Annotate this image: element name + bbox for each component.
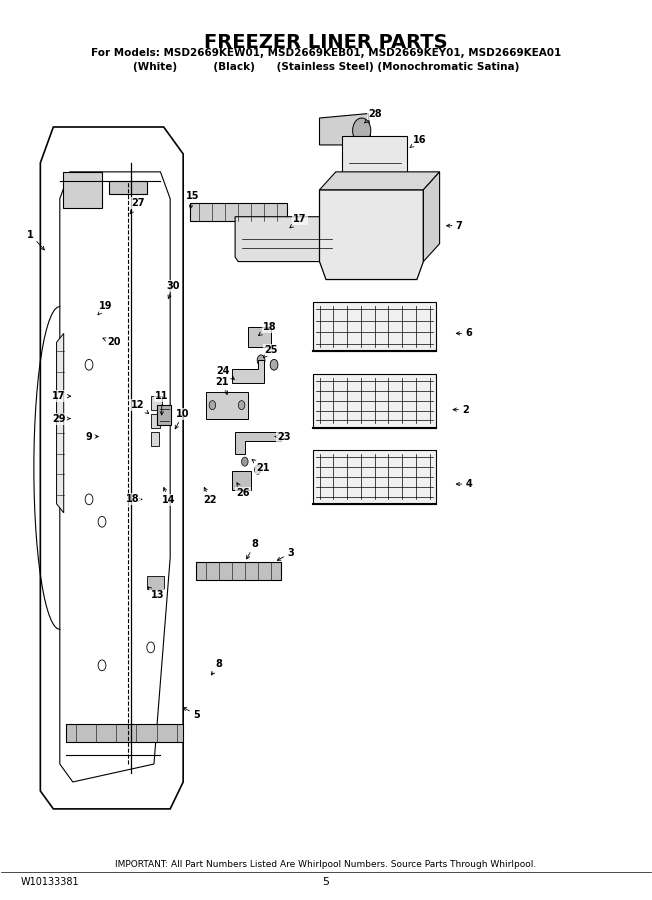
- Text: 26: 26: [236, 482, 250, 498]
- Circle shape: [353, 118, 371, 143]
- Text: W10133381: W10133381: [21, 878, 80, 887]
- Polygon shape: [206, 392, 248, 418]
- Polygon shape: [235, 432, 280, 454]
- FancyBboxPatch shape: [151, 432, 158, 446]
- Circle shape: [254, 465, 261, 474]
- Text: 30: 30: [167, 281, 180, 299]
- Text: 17: 17: [52, 392, 70, 401]
- Circle shape: [257, 355, 265, 365]
- Circle shape: [270, 359, 278, 370]
- Text: 14: 14: [162, 488, 175, 505]
- FancyBboxPatch shape: [248, 327, 271, 346]
- Text: FREEZER LINER PARTS: FREEZER LINER PARTS: [204, 32, 448, 52]
- Polygon shape: [319, 113, 372, 145]
- Circle shape: [209, 400, 216, 410]
- FancyBboxPatch shape: [151, 396, 162, 410]
- Polygon shape: [423, 172, 439, 262]
- Text: 16: 16: [410, 136, 427, 148]
- Text: 5: 5: [183, 707, 200, 720]
- FancyBboxPatch shape: [151, 414, 160, 427]
- FancyBboxPatch shape: [313, 450, 436, 504]
- FancyBboxPatch shape: [232, 471, 251, 491]
- Circle shape: [239, 400, 245, 410]
- Text: 15: 15: [186, 191, 200, 209]
- Polygon shape: [108, 181, 147, 194]
- Text: 25: 25: [263, 345, 278, 357]
- Polygon shape: [196, 562, 280, 580]
- Text: 7: 7: [447, 220, 462, 230]
- Text: 29: 29: [52, 414, 70, 424]
- Text: 6: 6: [456, 328, 472, 338]
- Polygon shape: [319, 172, 439, 190]
- Text: 21: 21: [215, 377, 229, 394]
- Text: 5: 5: [323, 878, 329, 887]
- Text: 20: 20: [103, 338, 121, 347]
- Text: 27: 27: [130, 198, 145, 213]
- Polygon shape: [232, 360, 264, 382]
- Text: 10: 10: [175, 410, 190, 428]
- Polygon shape: [235, 217, 342, 262]
- Text: 2: 2: [453, 405, 469, 415]
- Text: 21: 21: [252, 460, 270, 473]
- Text: (White)          (Black)      (Stainless Steel) (Monochromatic Satina): (White) (Black) (Stainless Steel) (Monoc…: [133, 61, 519, 71]
- Text: 23: 23: [275, 431, 291, 442]
- Text: 9: 9: [85, 431, 98, 442]
- Polygon shape: [319, 190, 423, 280]
- Text: 18: 18: [259, 322, 276, 336]
- Circle shape: [242, 457, 248, 466]
- Text: 19: 19: [98, 302, 112, 315]
- Text: 22: 22: [203, 488, 217, 505]
- FancyBboxPatch shape: [313, 302, 436, 351]
- Text: 24: 24: [216, 366, 234, 380]
- FancyBboxPatch shape: [147, 576, 164, 590]
- Text: 13: 13: [148, 587, 164, 600]
- FancyBboxPatch shape: [63, 172, 102, 208]
- Polygon shape: [57, 333, 64, 513]
- Text: 11: 11: [155, 392, 168, 415]
- Text: IMPORTANT: All Part Numbers Listed Are Whirlpool Numbers. Source Parts Through W: IMPORTANT: All Part Numbers Listed Are W…: [115, 860, 537, 869]
- Text: 28: 28: [364, 110, 381, 122]
- Text: 8: 8: [211, 660, 222, 675]
- Polygon shape: [342, 136, 407, 190]
- Polygon shape: [67, 724, 183, 742]
- Text: 8: 8: [246, 539, 258, 559]
- Text: For Models: MSD2669KEW01, MSD2669KEB01, MSD2669KEY01, MSD2669KEA01: For Models: MSD2669KEW01, MSD2669KEB01, …: [91, 48, 561, 58]
- Text: 12: 12: [131, 400, 149, 413]
- Text: 3: 3: [277, 548, 293, 561]
- Text: 18: 18: [126, 494, 142, 504]
- FancyBboxPatch shape: [157, 405, 171, 425]
- FancyBboxPatch shape: [313, 374, 436, 428]
- Text: 1: 1: [27, 230, 44, 250]
- Text: 17: 17: [290, 214, 307, 228]
- Polygon shape: [190, 203, 287, 221]
- Text: 4: 4: [456, 479, 472, 489]
